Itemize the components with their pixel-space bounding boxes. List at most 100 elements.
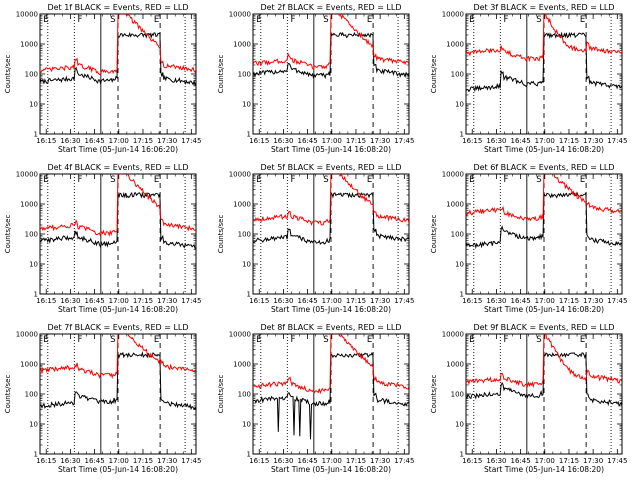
y-axis-label: Counts/sec <box>217 215 225 254</box>
interval-marker-label: E <box>154 15 159 25</box>
chart-title: Det 3f BLACK = Events, RED = LLD <box>473 3 614 12</box>
interval-marker-label: S <box>536 175 541 185</box>
series-line-events <box>466 31 622 93</box>
x-axis-label: Start Time (05-Jun-14 16:08:20) <box>58 305 178 314</box>
x-axis-label: Start Time (05-Jun-14 16:08:20) <box>484 465 604 474</box>
x-tick-label: 17:45 <box>394 457 414 465</box>
interval-marker-label: F <box>290 15 295 25</box>
series-group <box>466 174 622 250</box>
y-tick-label: 10 <box>455 261 464 269</box>
y-tick-label: 10000 <box>16 331 38 339</box>
y-axis-label: Counts/sec <box>4 215 12 254</box>
x-tick-label: 17:15 <box>346 137 366 145</box>
interval-marker-label: E <box>154 175 159 185</box>
y-tick-label: 1000 <box>233 361 251 369</box>
x-tick-label: 16:45 <box>85 137 105 145</box>
series-line-lld <box>253 14 409 71</box>
y-tick-label: 10000 <box>16 11 38 19</box>
x-tick-label: 17:45 <box>394 137 414 145</box>
x-tick-label: 17:00 <box>535 297 555 305</box>
x-tick-label: 16:45 <box>511 457 531 465</box>
y-tick-label: 10000 <box>229 331 251 339</box>
x-axis-label: Start Time (05-Jun-14 16:06:20) <box>58 145 178 154</box>
interval-marker-label: E <box>580 175 585 185</box>
series-line-lld <box>253 174 409 227</box>
series-line-lld <box>40 174 196 237</box>
interval-marker-label: E <box>580 335 585 345</box>
chart-panel-2: Det 2f BLACK = Events, RED = LLD 1 10 100 10… <box>217 3 414 154</box>
chart-panel-4: Det 4f BLACK = Events, RED = LLD 1 10 100 10… <box>4 163 201 314</box>
y-tick-label: 10000 <box>229 11 251 19</box>
x-tick-label: 17:45 <box>181 457 201 465</box>
interval-marker-label: S <box>536 15 541 25</box>
interval-marker-label: E <box>154 335 159 345</box>
y-tick-label: 10000 <box>442 171 464 179</box>
interval-marker-label: E <box>367 175 372 185</box>
x-tick-label: 17:30 <box>157 297 177 305</box>
x-tick-label: 17:00 <box>322 137 342 145</box>
y-tick-label: 1 <box>34 130 38 138</box>
interval-marker-label: E <box>469 175 474 185</box>
y-tick-label: 100 <box>451 231 464 239</box>
series-line-lld <box>466 14 622 64</box>
x-tick-label: 17:15 <box>559 297 579 305</box>
y-tick-label: 100 <box>238 391 251 399</box>
x-tick-label: 17:15 <box>346 457 366 465</box>
x-axis-label: Start Time (05-Jun-14 16:08:20) <box>271 145 391 154</box>
x-tick-label: 16:15 <box>36 297 56 305</box>
series-group <box>466 14 622 93</box>
x-tick-label: 17:30 <box>583 137 603 145</box>
y-tick-label: 10000 <box>229 171 251 179</box>
x-tick-label: 17:45 <box>181 137 201 145</box>
interval-marker-label: F <box>77 335 82 345</box>
x-axis-label: Start Time (05-Jun-14 16:08:20) <box>271 305 391 314</box>
x-tick-label: 17:15 <box>133 457 153 465</box>
y-tick-label: 10 <box>29 101 38 109</box>
chart-title: Det 2f BLACK = Events, RED = LLD <box>260 3 401 12</box>
x-tick-label: 16:45 <box>511 137 531 145</box>
series-group <box>466 334 622 407</box>
y-axis-label: Counts/sec <box>430 375 438 414</box>
x-tick-label: 17:30 <box>157 137 177 145</box>
x-axis-label: Start Time (05-Jun-14 16:08:20) <box>58 465 178 474</box>
x-tick-label: 16:45 <box>511 297 531 305</box>
interval-marker-label: S <box>536 335 541 345</box>
interval-marker-label: S <box>110 15 115 25</box>
y-axis-label: Counts/sec <box>430 55 438 94</box>
y-tick-label: 1 <box>34 450 38 458</box>
y-tick-label: 1 <box>34 290 38 298</box>
x-tick-label: 17:00 <box>322 457 342 465</box>
interval-marker-label: S <box>323 15 328 25</box>
series-group <box>253 334 409 440</box>
x-tick-label: 16:30 <box>486 137 506 145</box>
x-tick-label: 16:45 <box>298 297 318 305</box>
y-tick-label: 10 <box>242 101 251 109</box>
series-line-lld <box>466 174 622 222</box>
interval-marker-label: E <box>367 15 372 25</box>
x-tick-label: 16:45 <box>85 457 105 465</box>
chart-title: Det 8f BLACK = Events, RED = LLD <box>260 323 401 332</box>
y-tick-label: 10 <box>455 101 464 109</box>
interval-marker-label: F <box>503 15 508 25</box>
interval-marker-label: E <box>367 335 372 345</box>
interval-marker-label: F <box>290 335 295 345</box>
x-tick-label: 17:15 <box>133 137 153 145</box>
chart-title: Det 1f BLACK = Events, RED = LLD <box>47 3 188 12</box>
x-tick-label: 16:30 <box>273 297 293 305</box>
interval-marker-label: E <box>43 335 48 345</box>
y-axis-label: Counts/sec <box>4 55 12 94</box>
y-tick-label: 100 <box>25 71 38 79</box>
series-group <box>40 14 196 87</box>
y-tick-label: 10 <box>29 421 38 429</box>
y-tick-label: 1000 <box>20 201 38 209</box>
x-tick-label: 16:15 <box>36 137 56 145</box>
y-tick-label: 1000 <box>233 201 251 209</box>
x-tick-label: 16:30 <box>486 297 506 305</box>
series-line-events <box>40 351 196 411</box>
y-tick-label: 10 <box>29 261 38 269</box>
x-tick-label: 17:30 <box>370 137 390 145</box>
y-tick-label: 100 <box>238 231 251 239</box>
chart-title: Det 9f BLACK = Events, RED = LLD <box>473 323 614 332</box>
series-group <box>253 14 409 80</box>
x-tick-label: 16:30 <box>60 137 80 145</box>
